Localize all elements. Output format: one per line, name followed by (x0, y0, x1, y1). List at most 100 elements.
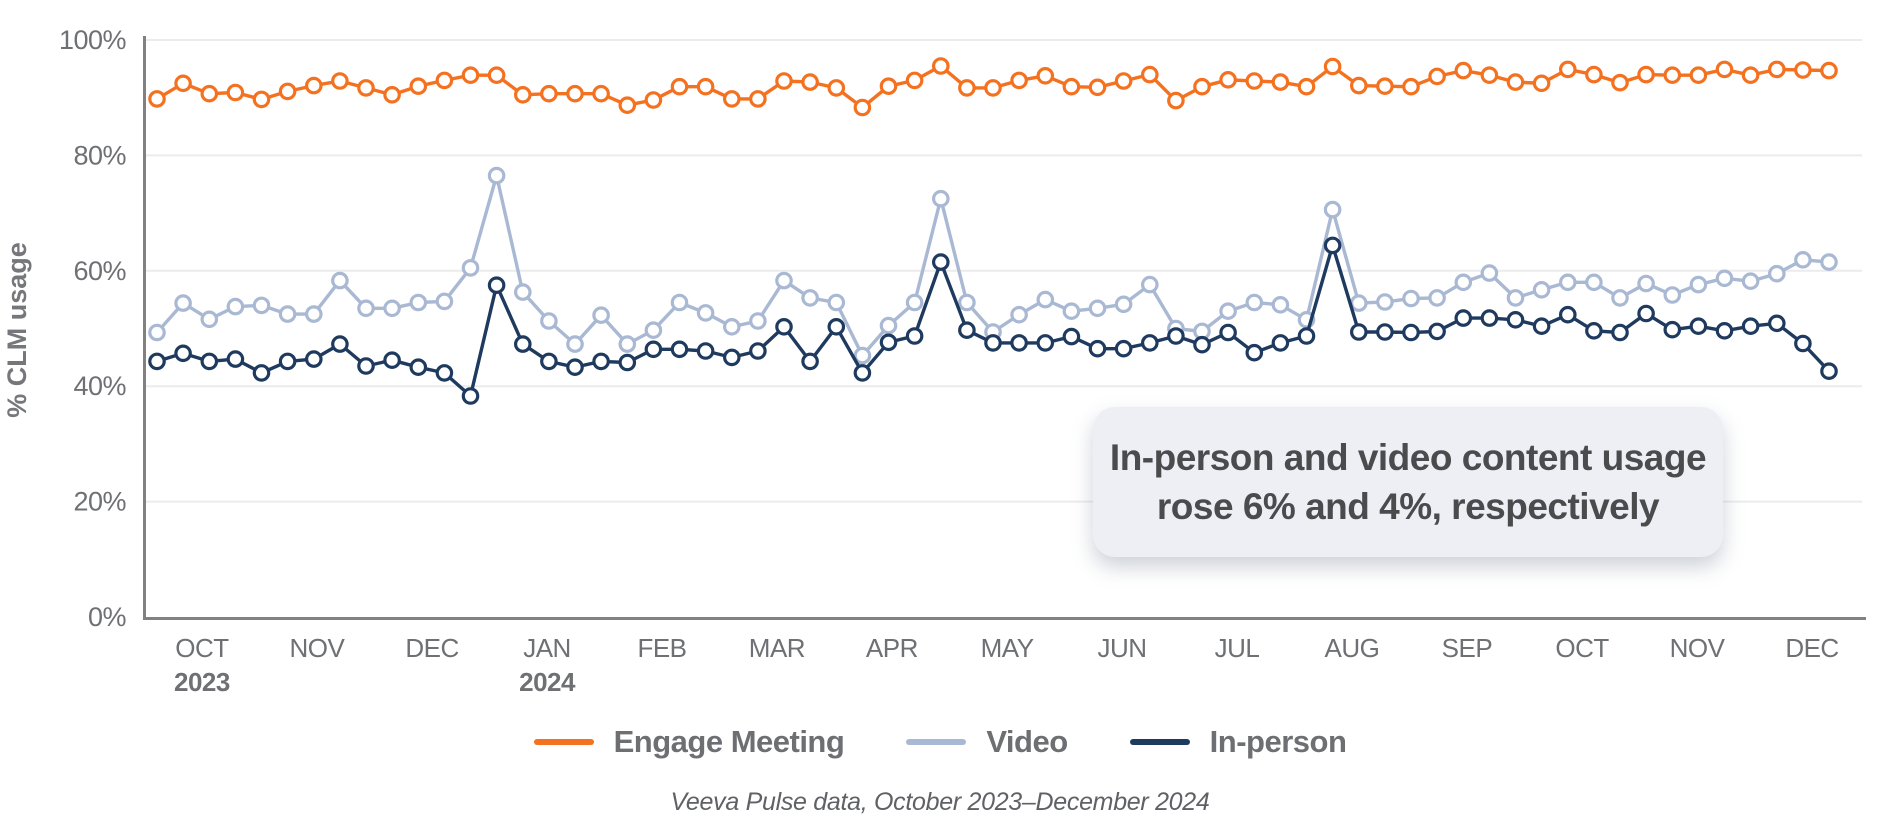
data-point-marker (1062, 302, 1081, 320)
data-point-marker (1271, 334, 1290, 352)
data-point-marker (696, 77, 715, 96)
data-point-marker (1715, 60, 1734, 79)
legend-item-video: Video (906, 724, 1068, 760)
data-point-marker (931, 57, 950, 75)
data-point-marker (592, 352, 610, 371)
data-point-marker (1741, 317, 1760, 335)
annotation-line2: rose 6% and 4%, respectively (1156, 486, 1660, 527)
y-axis-title: % CLM usage (2, 242, 32, 418)
data-point-marker (1480, 264, 1499, 282)
data-point-marker (1611, 289, 1629, 307)
data-point-marker (1010, 334, 1028, 352)
data-point-marker (1480, 309, 1499, 327)
y-tick-label: 100% (59, 25, 127, 55)
data-point-marker (148, 90, 166, 108)
data-point-marker (1454, 273, 1473, 292)
x-tick-label: SEP (1442, 633, 1493, 663)
data-point-marker (357, 299, 375, 318)
data-point-marker (1506, 289, 1525, 307)
data-point-marker (958, 321, 976, 339)
data-point-marker (1820, 61, 1838, 80)
data-point-marker (1794, 61, 1812, 79)
data-point-marker (1585, 321, 1603, 340)
data-point-marker (592, 306, 610, 324)
data-point-marker (618, 335, 637, 353)
data-point-marker (905, 327, 924, 345)
data-point-marker (827, 293, 846, 312)
data-point-marker (226, 83, 245, 102)
data-point-marker (1611, 323, 1629, 342)
data-point-marker (540, 312, 558, 330)
data-point-marker (1193, 77, 1211, 96)
data-point-marker (513, 335, 532, 353)
data-point-marker (1141, 334, 1159, 352)
data-point-marker (1768, 60, 1786, 79)
data-point-marker (1637, 274, 1655, 293)
data-point-marker (1820, 253, 1838, 271)
data-point-marker (1062, 77, 1081, 96)
data-point-marker (1323, 200, 1342, 219)
data-point-marker (1167, 327, 1185, 345)
x-tick-label: JAN (523, 633, 571, 663)
data-point-marker (1559, 60, 1577, 79)
data-point-marker (696, 342, 715, 360)
data-point-marker (1088, 299, 1107, 318)
data-point-marker (1245, 72, 1264, 90)
data-point-marker (749, 90, 767, 108)
legend-label-engage-meeting: Engage Meeting (613, 724, 845, 759)
data-point-marker (383, 86, 401, 104)
data-point-marker (435, 364, 454, 382)
data-point-marker (1114, 295, 1133, 314)
data-point-marker (566, 335, 584, 353)
data-point-marker (1376, 77, 1394, 95)
data-point-marker (1141, 275, 1159, 294)
data-point-marker (1663, 320, 1682, 339)
x-tick-label: JUL (1215, 633, 1260, 663)
x-tick-label: OCT (175, 633, 229, 663)
legend-item-engage-meeting: Engage Meeting (533, 724, 845, 760)
data-point-marker (1585, 273, 1603, 292)
data-point-marker (566, 358, 584, 376)
data-point-marker (644, 340, 663, 359)
legend: Engage Meeting Video In-person (0, 720, 1880, 764)
data-point-marker (1350, 323, 1368, 341)
data-point-marker (357, 357, 375, 375)
data-point-marker (592, 84, 610, 103)
data-point-marker (540, 84, 558, 103)
data-point-marker (1637, 65, 1655, 84)
data-point-marker (435, 71, 454, 90)
data-point-marker (461, 66, 480, 84)
data-point-marker (1114, 72, 1133, 90)
data-point-marker (1663, 66, 1682, 84)
data-point-marker (1559, 305, 1577, 324)
data-point-marker (226, 350, 245, 368)
data-point-marker (331, 72, 349, 90)
data-point-marker (278, 352, 297, 371)
data-point-marker (1297, 77, 1316, 96)
x-tick-label: APR (866, 633, 918, 663)
x-tick-label: AUG (1325, 633, 1380, 663)
data-point-marker (304, 305, 323, 323)
data-point-marker (174, 74, 192, 93)
data-point-marker (618, 96, 637, 114)
data-point-marker (409, 293, 428, 312)
data-point-marker (148, 352, 166, 371)
data-point-marker (174, 344, 192, 363)
data-point-marker (1506, 73, 1525, 91)
data-point-marker (644, 321, 663, 339)
data-point-marker (461, 259, 480, 277)
data-point-marker (853, 364, 872, 382)
data-point-marker (1167, 91, 1185, 110)
y-tick-label: 80% (73, 140, 126, 170)
data-point-marker (749, 312, 767, 330)
y-tick-label: 40% (73, 371, 126, 401)
data-point-marker (905, 293, 924, 312)
x-tick-label: DEC (1785, 633, 1838, 663)
data-point-marker (722, 348, 741, 367)
data-point-marker (984, 334, 1002, 352)
x-tick-label: OCT (1555, 633, 1609, 663)
x-tick-year-label: 2023 (174, 667, 230, 697)
legend-swatch-engage-meeting-icon (533, 739, 594, 745)
data-point-marker (722, 317, 741, 336)
